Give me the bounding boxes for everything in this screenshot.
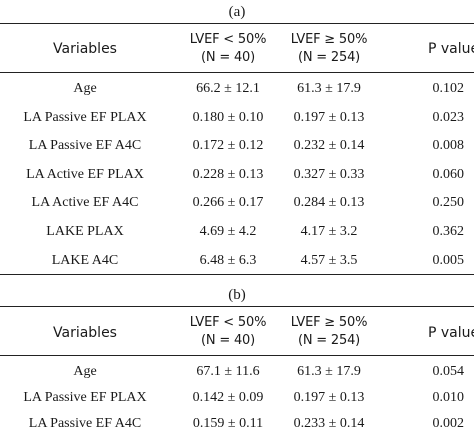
row-group1-value: 0.159 ± 0.11 — [192, 416, 264, 432]
panel-b-top-rule — [0, 306, 474, 307]
panel-a-header-pvalue: P value — [428, 41, 474, 57]
panel-a-header-group1-n: (N = 40) — [201, 50, 255, 65]
panel-a-bottom-rule — [0, 274, 474, 275]
row-group1-value: 0.266 ± 0.17 — [192, 195, 264, 211]
row-group2-value: 61.3 ± 17.9 — [297, 364, 361, 379]
panel-b-header-group2-n: (N = 254) — [297, 333, 361, 348]
row-pvalue: 0.023 — [432, 109, 465, 125]
panel-a-header-group2-n: (N = 254) — [297, 50, 361, 65]
row-group2-value: 61.3 ± 17.9 — [297, 81, 361, 96]
row-group2-value: 0.233 ± 0.14 — [293, 416, 365, 432]
row-variable: LA Active EF PLAX — [26, 166, 144, 182]
row-pvalue: 0.102 — [432, 81, 465, 96]
panel-b-header-group1-title: LVEF < 50% — [189, 315, 267, 330]
row-pvalue: 0.054 — [432, 364, 465, 379]
row-group2-value: 0.197 ± 0.13 — [293, 390, 365, 406]
row-variable: LA Passive EF A4C — [28, 416, 142, 432]
row-group1-value: 4.69 ± 4.2 — [199, 224, 257, 239]
row-pvalue: 0.010 — [432, 390, 465, 406]
row-group1-value: 66.2 ± 12.1 — [196, 81, 260, 96]
row-group2-value: 4.57 ± 3.5 — [300, 252, 358, 268]
panel-b-header-variables: Variables — [53, 325, 117, 341]
row-variable: Age — [73, 81, 97, 96]
panel-b-header-group2-title: LVEF ≥ 50% — [290, 315, 368, 330]
row-group2-value: 0.284 ± 0.13 — [293, 195, 365, 211]
row-group1-value: 6.48 ± 6.3 — [199, 252, 257, 268]
panel-a-header-group1-title: LVEF < 50% — [189, 32, 267, 47]
row-group1-value: 0.172 ± 0.12 — [192, 138, 264, 154]
row-group1-value: 0.142 ± 0.09 — [192, 390, 264, 406]
row-variable: LA Passive EF PLAX — [23, 109, 147, 125]
panel-a-header-rule — [0, 72, 474, 73]
row-group1-value: 0.228 ± 0.13 — [192, 166, 264, 182]
panel-a-top-rule — [0, 23, 474, 24]
row-variable: Age — [73, 364, 97, 379]
row-pvalue: 0.005 — [432, 252, 465, 268]
panel-a-header-group2-title: LVEF ≥ 50% — [290, 32, 368, 47]
row-group2-value: 0.197 ± 0.13 — [293, 109, 365, 125]
row-variable: LAKE A4C — [51, 252, 119, 268]
panel-b-header-rule — [0, 355, 474, 356]
row-pvalue: 0.362 — [432, 224, 465, 239]
panel-b-header-group1-n: (N = 40) — [201, 333, 255, 348]
row-variable: LAKE PLAX — [46, 224, 124, 239]
panel-b-header-pvalue: P value — [428, 325, 474, 341]
panel-b-label: (b) — [228, 287, 246, 303]
row-group1-value: 67.1 ± 11.6 — [196, 364, 260, 379]
row-group2-value: 0.327 ± 0.33 — [293, 166, 365, 182]
panel-a-label: (a) — [228, 4, 246, 20]
row-group2-value: 4.17 ± 3.2 — [300, 224, 358, 239]
row-pvalue: 0.008 — [432, 138, 465, 154]
row-group1-value: 0.180 ± 0.10 — [192, 109, 264, 125]
row-variable: LA Passive EF PLAX — [23, 390, 147, 406]
panel-a-header-variables: Variables — [53, 41, 117, 57]
row-pvalue: 0.060 — [432, 166, 465, 182]
row-group2-value: 0.232 ± 0.14 — [293, 138, 365, 154]
row-variable: LA Passive EF A4C — [28, 138, 142, 154]
row-pvalue: 0.002 — [432, 416, 465, 432]
row-pvalue: 0.250 — [432, 195, 465, 211]
row-variable: LA Active EF A4C — [31, 195, 139, 211]
